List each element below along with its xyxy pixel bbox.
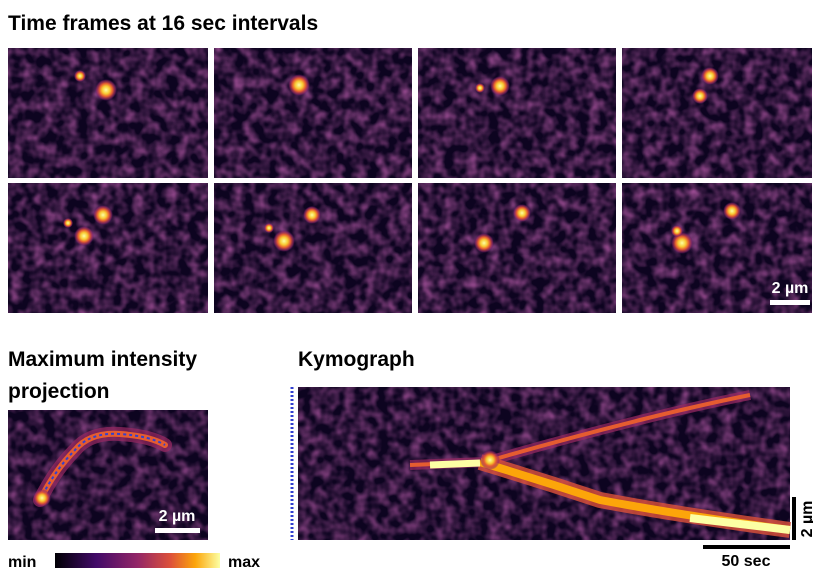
scale-bar xyxy=(792,497,796,540)
scale-bar xyxy=(703,545,790,549)
time-frame xyxy=(8,48,208,178)
projection-image xyxy=(8,410,208,540)
scale-bar xyxy=(770,300,810,305)
space-scale-label: 2 µm xyxy=(799,501,813,538)
time-frame xyxy=(418,48,616,178)
colorbar-min: min xyxy=(8,554,36,570)
projection-title: Maximum intensity xyxy=(8,348,197,371)
time-frame xyxy=(622,183,812,313)
scale-label: 2 µm xyxy=(159,508,196,525)
time-frame xyxy=(8,183,208,313)
time-frame xyxy=(214,183,412,313)
time-frame xyxy=(418,183,616,313)
colorbar xyxy=(55,553,220,568)
colorbar-max: max xyxy=(228,554,260,570)
scale-bar xyxy=(155,528,200,533)
time-scale-label: 50 sec xyxy=(722,553,771,570)
time-frame xyxy=(214,48,412,178)
time-frame xyxy=(622,48,812,178)
title: Time frames at 16 sec intervals xyxy=(8,12,318,35)
kymograph-title: Kymograph xyxy=(298,348,415,371)
scale-label: 2 µm xyxy=(772,280,809,297)
kymograph-image xyxy=(298,387,792,540)
projection-title: projection xyxy=(8,380,110,403)
frames xyxy=(8,48,812,313)
